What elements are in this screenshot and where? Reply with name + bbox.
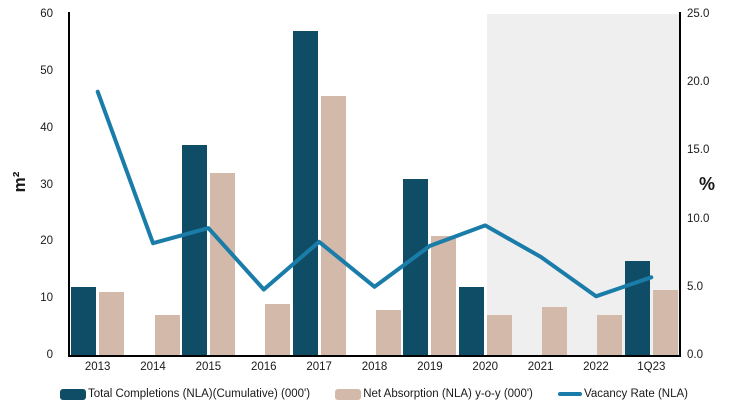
legend-item: Total Completions (NLA)(Cumulative) (000…: [60, 388, 310, 400]
x-axis-label-2015: 2015: [195, 361, 222, 373]
x-axis-label-2021: 2021: [527, 361, 554, 373]
net-absorption-bar: [597, 315, 623, 355]
right-axis-tick: 20.0: [687, 76, 710, 89]
x-axis-line: [68, 355, 681, 357]
legend-line-swatch: [558, 392, 583, 396]
left-axis-tick: 10: [40, 292, 53, 305]
category-slot-2015: [181, 14, 236, 355]
plot-area: [70, 14, 679, 355]
total-completions-bar: [458, 286, 484, 355]
total-completions-bar: [181, 144, 207, 355]
right-axis-line: [679, 12, 681, 356]
net-absorption-bar: [154, 315, 180, 355]
net-absorption-bar: [486, 315, 512, 355]
x-axis-labels: 2013 2014 2015 2016 2017 2018 2019 2020 2021 2022…: [70, 361, 679, 377]
x-axis-label-2013: 2013: [84, 361, 111, 373]
total-completions-bar: [624, 261, 650, 355]
category-slot-2016: [236, 14, 291, 355]
left-axis-tick: 40: [40, 121, 53, 134]
x-axis-label-1Q23: 1Q23: [637, 361, 666, 373]
right-axis-ticks: 25.0 20.0 15.0 10.0 5.0 0.0: [687, 8, 737, 361]
net-absorption-bar: [431, 235, 457, 355]
x-axis-label-2020: 2020: [472, 361, 499, 373]
net-absorption-bar: [265, 303, 291, 355]
left-axis-tick: 30: [40, 178, 53, 191]
legend-bar-swatch: [60, 388, 86, 400]
right-axis-tick: 0.0: [687, 349, 703, 361]
net-absorption-bar: [542, 306, 568, 355]
category-slot-2019: [402, 14, 457, 355]
category-slot-2013: [70, 14, 125, 355]
legend-bar-swatch: [335, 388, 362, 400]
category-slot-2017: [291, 14, 346, 355]
category-slot-1Q23: [624, 14, 679, 355]
total-completions-bar: [403, 178, 429, 355]
net-absorption-bar: [209, 173, 235, 355]
x-axis-label-2014: 2014: [140, 361, 166, 373]
x-axis-label-2019: 2019: [417, 361, 443, 373]
x-axis-label-2017: 2017: [306, 361, 332, 373]
legend-item: Vacancy Rate (NLA): [558, 388, 688, 400]
right-axis-tick: 10.0: [687, 212, 710, 225]
left-axis-tick: 20: [40, 235, 53, 248]
legend-label: Total Completions (NLA)(Cumulative) (000…: [88, 388, 311, 400]
vacancy-rate-line: [95, 89, 654, 299]
left-axis-line: [68, 12, 70, 356]
category-slot-2021: [513, 14, 568, 355]
right-axis-tick: 25.0: [687, 8, 710, 20]
legend-label: Net Absorption (NLA) y-o-y (000'): [363, 388, 533, 400]
x-axis-label-2022: 2022: [583, 361, 609, 373]
category-slot-2020: [458, 14, 513, 355]
category-slot-2022: [568, 14, 623, 355]
right-axis-tick: 15.0: [687, 144, 710, 157]
net-absorption-bar: [375, 309, 401, 355]
net-absorption-bar: [652, 289, 678, 355]
left-axis-ticks: 60 50 40 30 20 10 0: [0, 8, 60, 361]
right-axis-tick: 5.0: [687, 280, 703, 293]
category-slot-2014: [125, 14, 180, 355]
legend-label: Vacancy Rate (NLA): [584, 388, 688, 400]
net-absorption-bar: [99, 292, 125, 355]
net-absorption-bar: [320, 96, 346, 355]
left-axis-tick: 50: [40, 64, 53, 77]
total-completions-bar: [292, 31, 318, 355]
total-completions-bar: [71, 286, 97, 355]
legend-item: Net Absorption (NLA) y-o-y (000'): [335, 388, 533, 400]
legend: Total Completions (NLA)(Cumulative) (000…: [60, 388, 688, 400]
x-axis-label-2018: 2018: [361, 361, 388, 373]
left-axis-tick: 0: [46, 349, 53, 361]
vacancy-rate-polyline: [95, 89, 654, 299]
left-axis-tick: 60: [40, 8, 53, 20]
x-axis-label-2016: 2016: [250, 361, 277, 373]
category-slot-2018: [347, 14, 402, 355]
bar-series-container: [70, 14, 679, 355]
right-axis-title: %: [699, 174, 716, 194]
